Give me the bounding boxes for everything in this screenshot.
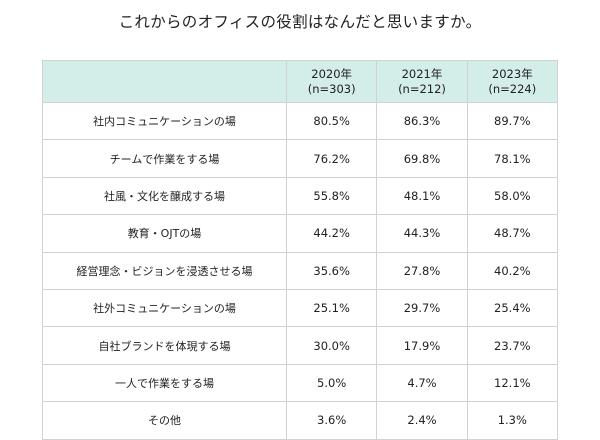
header-2023: 2023年 (n=224) <box>466 60 558 103</box>
row-label: 社外コミュニケーションの場 <box>42 288 287 328</box>
page-title: これからのオフィスの役割はなんだと思いますか。 <box>118 13 482 31</box>
value-cell: 69.8% <box>376 139 468 178</box>
value-cell: 48.7% <box>466 214 558 253</box>
header-sample-size: (n=224) <box>488 81 537 96</box>
header-2020: 2020年 (n=303) <box>285 60 378 103</box>
value-cell: 27.8% <box>376 251 468 290</box>
value-cell: 1.3% <box>466 401 558 440</box>
header-empty-cell <box>42 60 287 103</box>
row-label: 経営理念・ビジョンを浸透させる場 <box>42 251 287 290</box>
row-label: チームで作業をする場 <box>42 139 287 178</box>
value-cell: 25.1% <box>285 288 378 328</box>
value-cell: 25.4% <box>466 288 558 328</box>
value-cell: 23.7% <box>466 326 558 365</box>
survey-table: 2020年 (n=303) 2021年 (n=212) 2023年 (n=224… <box>42 60 558 440</box>
table-body: 社内コミュニケーションの場 80.5% 86.3% 89.7% チームで作業をする場 76… <box>42 101 558 440</box>
value-cell: 29.7% <box>376 288 468 328</box>
header-row: 2020年 (n=303) 2021年 (n=212) 2023年 (n=224… <box>42 60 558 103</box>
value-cell: 17.9% <box>376 326 468 365</box>
value-cell: 3.6% <box>285 401 378 440</box>
value-cell: 12.1% <box>466 363 558 403</box>
row-label: 教育・OJTの場 <box>42 214 287 253</box>
header-year: 2021年 <box>401 66 443 81</box>
table-row: 教育・OJTの場 44.2% 44.3% 48.7% <box>42 214 558 253</box>
table-row: 経営理念・ビジョンを浸透させる場 35.6% 27.8% 40.2% <box>42 251 558 290</box>
value-cell: 48.1% <box>376 176 468 216</box>
value-cell: 40.2% <box>466 251 558 290</box>
table-row: 社風・文化を醸成する場 55.8% 48.1% 58.0% <box>42 176 558 216</box>
value-cell: 4.7% <box>376 363 468 403</box>
value-cell: 89.7% <box>466 101 558 141</box>
row-label: その他 <box>42 401 287 440</box>
table-row: 社外コミュニケーションの場 25.1% 29.7% 25.4% <box>42 288 558 328</box>
header-year: 2020年 <box>311 66 353 81</box>
value-cell: 55.8% <box>285 176 378 216</box>
row-label: 一人で作業をする場 <box>42 363 287 403</box>
table-row: 社内コミュニケーションの場 80.5% 86.3% 89.7% <box>42 101 558 141</box>
value-cell: 5.0% <box>285 363 378 403</box>
header-2021: 2021年 (n=212) <box>376 60 468 103</box>
table-row: その他 3.6% 2.4% 1.3% <box>42 401 558 440</box>
value-cell: 80.5% <box>285 101 378 141</box>
header-sample-size: (n=303) <box>307 81 356 96</box>
header-sample-size: (n=212) <box>398 81 446 96</box>
table-row: チームで作業をする場 76.2% 69.8% 78.1% <box>42 139 558 178</box>
value-cell: 35.6% <box>285 251 378 290</box>
value-cell: 86.3% <box>376 101 468 141</box>
value-cell: 44.2% <box>285 214 378 253</box>
value-cell: 30.0% <box>285 326 378 365</box>
value-cell: 2.4% <box>376 401 468 440</box>
value-cell: 44.3% <box>376 214 468 253</box>
value-cell: 76.2% <box>285 139 378 178</box>
table-row: 一人で作業をする場 5.0% 4.7% 12.1% <box>42 363 558 403</box>
value-cell: 58.0% <box>466 176 558 216</box>
table-row: 自社ブランドを体現する場 30.0% 17.9% 23.7% <box>42 326 558 365</box>
row-label: 社内コミュニケーションの場 <box>42 101 287 141</box>
value-cell: 78.1% <box>466 139 558 178</box>
row-label: 自社ブランドを体現する場 <box>42 326 287 365</box>
row-label: 社風・文化を醸成する場 <box>42 176 287 216</box>
header-year: 2023年 <box>491 66 533 81</box>
